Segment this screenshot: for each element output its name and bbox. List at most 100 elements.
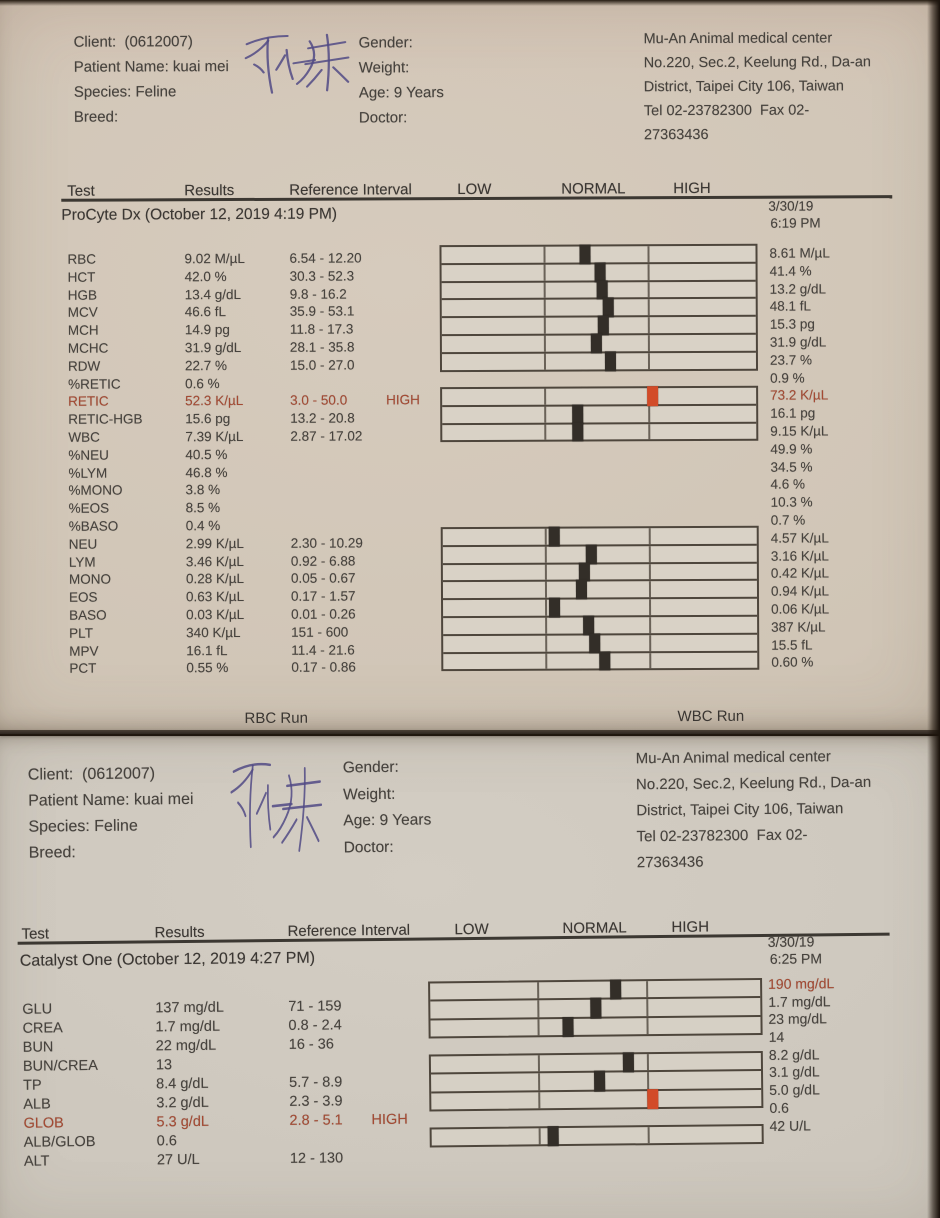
patient-info-block: Client: (0612007) Patient Name: kuai mei S… <box>74 29 230 130</box>
test-name: BASO <box>69 607 107 623</box>
test-name: WBC <box>68 429 100 445</box>
result-value: 8.4 g/dL <box>156 1075 209 1093</box>
patient-demographics-block: Gender: Weight: Age: 9 Years Doctor: <box>359 30 445 130</box>
range-divider <box>544 564 547 581</box>
result-value: 8.5 % <box>185 500 221 516</box>
range-divider <box>538 1128 541 1145</box>
run-footer: RBC Run WBC Run <box>1 707 940 727</box>
range-divider <box>649 634 652 651</box>
result-value: 0.6 <box>156 1133 177 1150</box>
range-divider <box>538 1092 541 1109</box>
range-divider <box>647 299 650 316</box>
range-divider <box>646 999 649 1016</box>
previous-value: 1.7 mg/dL <box>768 992 831 1010</box>
test-name: ALB/GLOB <box>23 1133 96 1151</box>
previous-value: 23.7 % <box>769 352 813 368</box>
range-divider <box>543 317 546 334</box>
test-name: HGB <box>67 287 97 303</box>
result-marker <box>572 422 584 442</box>
result-value: 13 <box>155 1057 173 1074</box>
range-divider <box>543 388 546 405</box>
range-divider <box>543 353 546 370</box>
reference-interval: 151 - 600 <box>291 624 349 640</box>
result-value: 9.02 M/µL <box>184 250 245 267</box>
test-name: RETIC-HGB <box>68 411 143 427</box>
result-value: 27 U/L <box>156 1151 200 1169</box>
test-name: EOS <box>68 589 98 605</box>
panel-title: ProCyte Dx (October 12, 2019 4:19 PM) <box>61 205 338 224</box>
clinic-address-line: Mu-An Animal medical center <box>643 30 833 48</box>
range-divider <box>649 617 652 634</box>
reference-interval: 16 - 36 <box>288 1036 334 1053</box>
result-value: 42.0 % <box>184 268 227 285</box>
page-content: Client: (0612007) Patient Name: kuai mei S… <box>1 29 940 727</box>
reference-interval: 5.7 - 8.9 <box>289 1074 343 1091</box>
test-name: CREA <box>22 1020 63 1037</box>
previous-value: 0.7 % <box>770 512 806 528</box>
high-flag: HIGH <box>371 1111 408 1129</box>
range-divider <box>647 1072 650 1089</box>
range-divider <box>648 423 651 440</box>
previous-value: 190 mg/dL <box>768 975 835 992</box>
handwritten-patient-name <box>230 762 323 852</box>
previous-value: 48.1 fL <box>769 298 812 315</box>
reference-interval: 0.17 - 0.86 <box>291 659 356 676</box>
test-name: %LYM <box>68 465 108 481</box>
patient-info-line: Client: (0612007) <box>73 33 193 51</box>
range-divider <box>543 406 546 423</box>
range-divider <box>647 281 650 298</box>
range-bar <box>441 314 756 336</box>
test-name: MCV <box>67 305 98 321</box>
patient-demographics-block: Gender: Weight: Age: 9 Years Doctor: <box>343 754 432 861</box>
test-name: NEU <box>68 536 98 552</box>
range-bar <box>441 261 756 283</box>
result-value: 0.55 % <box>186 660 229 676</box>
reference-interval: 11.4 - 21.6 <box>291 642 355 658</box>
result-value: 340 K/µL <box>186 624 241 640</box>
range-divider <box>647 352 650 369</box>
range-divider <box>536 982 540 999</box>
clinic-address-block: Mu-An Animal medical center No.220, Sec.2… <box>636 744 873 876</box>
range-bar <box>442 403 757 425</box>
reference-interval: 2.87 - 17.02 <box>290 428 363 444</box>
test-name: RETIC <box>68 393 109 410</box>
result-value: 3.8 % <box>185 482 221 498</box>
previous-value: 34.5 % <box>770 459 813 475</box>
range-divider <box>648 1127 651 1144</box>
result-value: 13.4 g/dL <box>184 286 242 302</box>
column-header-normal: NORMAL <box>561 180 626 198</box>
range-bar-group <box>429 1123 764 1148</box>
previous-value: 0.6 <box>769 1099 789 1116</box>
previous-value: 23 mg/dL <box>768 1010 827 1028</box>
range-bar <box>443 650 758 671</box>
patient-info-line: Gender: <box>358 34 413 52</box>
column-header-high: HIGH <box>671 918 710 936</box>
test-name: PLT <box>69 625 93 641</box>
previous-value: 13.2 g/dL <box>769 281 827 297</box>
patient-info-line: Weight: <box>343 785 396 803</box>
reference-interval: 13.2 - 20.8 <box>290 410 355 426</box>
clinic-address-line: No.220, Sec.2, Keelung Rd., Da-an <box>635 773 872 794</box>
result-value: 46.8 % <box>185 464 228 480</box>
range-bar <box>441 332 756 354</box>
range-divider <box>537 1019 540 1036</box>
test-name: ALT <box>23 1153 50 1170</box>
range-bar <box>442 561 757 582</box>
previous-value: 0.42 K/µL <box>770 565 830 582</box>
previous-run-date: 3/30/19 <box>767 933 815 950</box>
test-name: HCT <box>67 269 96 285</box>
patient-info-line: Species: Feline <box>73 83 177 101</box>
range-divider <box>544 617 547 634</box>
patient-info-line: Breed: <box>28 844 76 862</box>
patient-info-line: Breed: <box>73 108 119 126</box>
result-marker <box>562 1016 574 1038</box>
reference-interval: 12 - 130 <box>289 1150 344 1167</box>
previous-value: 15.5 fL <box>771 637 813 653</box>
previous-value: 41.4 % <box>769 263 812 279</box>
clinic-address-line: Tel 02-23782300 Fax 02- <box>636 826 808 846</box>
reference-interval: 28.1 - 35.8 <box>289 339 355 355</box>
result-value: 137 mg/dL <box>155 999 224 1017</box>
test-name: MCHC <box>67 340 109 356</box>
range-bar-group <box>440 525 760 672</box>
